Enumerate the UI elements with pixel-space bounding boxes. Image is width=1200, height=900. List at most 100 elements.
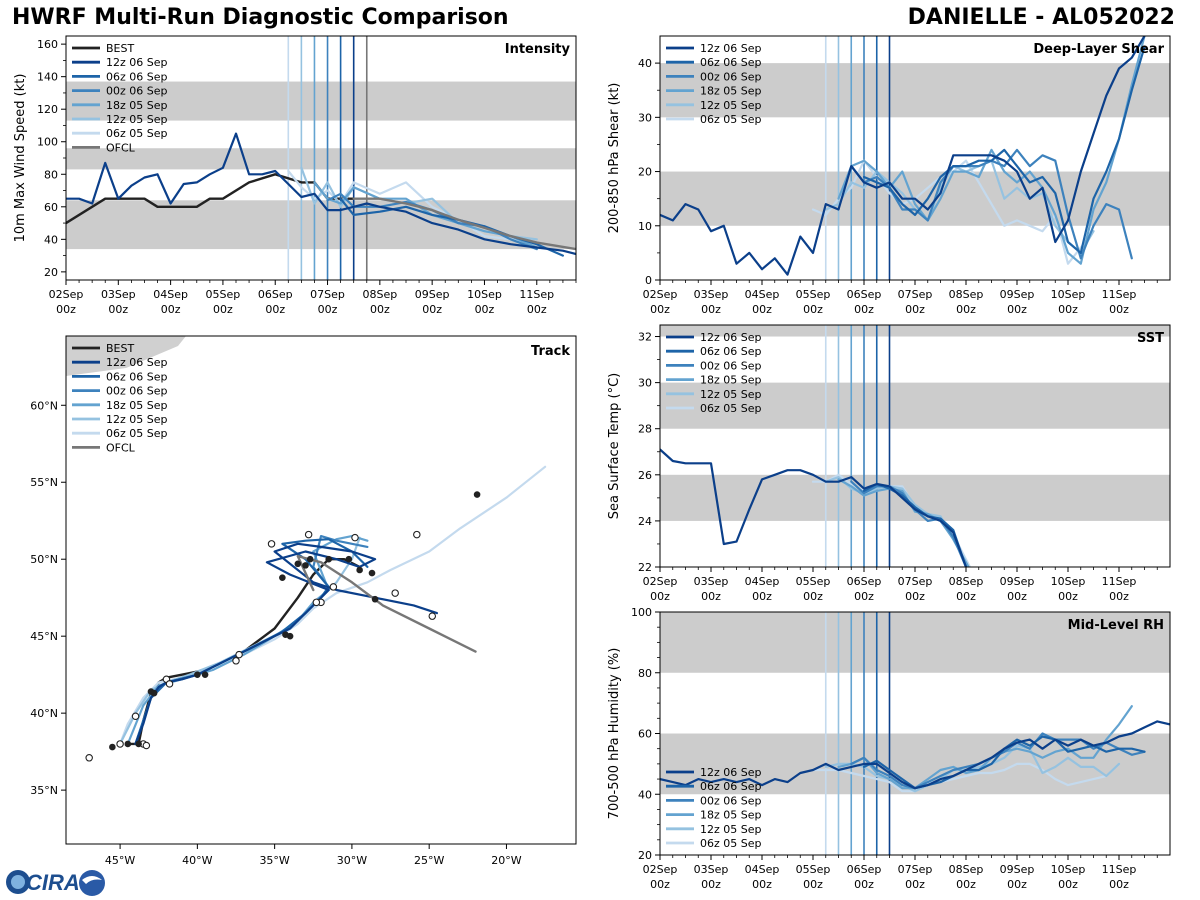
legend-label: OFCL [106,441,136,454]
x-tick-hour-label: 00z [854,878,874,891]
x-tick-hour-label: 00z [108,303,128,316]
panel-plot-area [660,36,1170,280]
x-tick-hour-label: 00z [701,590,721,603]
track-filled-marker [356,566,363,574]
track-open-marker [85,754,93,762]
y-tick-label: 80 [44,168,58,181]
x-tick-hour-label: 00z [956,590,976,603]
x-tick-day-label: 02Sep [49,288,84,301]
panel-plot-area [660,325,1170,567]
x-tick-day-label: 02Sep [643,288,678,301]
x-tick-day-label: 04Sep [745,288,780,301]
track-filled-marker [473,491,481,498]
x-tick-hour-label: 00z [701,878,721,891]
run-series-line [287,169,538,244]
x-tick-hour-label: 00z [803,303,823,316]
y-tick-label: 60 [44,201,58,214]
y-tick-label: 60 [638,728,652,741]
track-open-marker [312,598,321,607]
run-track-line [118,465,547,746]
x-tick-hour-label: 00z [527,303,547,316]
x-tick-day-label: 08Sep [949,288,984,301]
legend-label: 18z 05 Sep [700,809,762,822]
run-series-line [660,720,1170,790]
x-tick-day-label: 07Sep [898,575,933,588]
threshold-band [66,148,576,170]
track-filled-marker [109,743,116,751]
x-tick-hour-label: 00z [1058,878,1078,891]
legend-label: 00z 06 Sep [106,385,168,398]
legend-label: 12z 05 Sep [700,388,762,401]
logo-globe-right-icon [79,870,105,896]
track-open-marker [267,540,276,548]
y-tick-label: 0 [645,274,652,287]
x-tick-day-label: 03Sep [694,863,729,876]
x-tick-day-label: 11Sep [519,288,554,301]
x-tick-day-label: 06Sep [847,288,882,301]
logo-globe-inner [11,875,25,889]
x-tick-day-label: 08Sep [949,575,984,588]
x-tick-hour-label: 00z [905,878,925,891]
x-tick-day-label: 09Sep [1000,863,1035,876]
x-tick-hour-label: 00z [265,303,285,316]
legend-label: OFCL [106,141,136,154]
x-tick-day-label: 07Sep [310,288,345,301]
y-tick-label: 24 [638,515,652,528]
x-tick-day-label: 09Sep [1000,575,1035,588]
track-filled-marker [371,595,379,603]
ofcl-forecast-line [352,197,576,251]
y-tick-label: 120 [37,103,58,116]
x-tick-hour-label: 00z [1058,590,1078,603]
panel-rh: 20 40 60 80 100 02Sep 00z 03Sep 00z 04Sep 00z 05Sep… [607,606,1171,891]
legend-label: 06z 05 Sep [700,837,762,850]
threshold-band [660,382,1170,429]
track-open-marker [131,712,140,720]
y-tick-label: 60°N [30,399,58,412]
x-tick-hour-label: 00z [650,878,670,891]
y-tick-label: 35°N [30,784,58,797]
y-tick-label: 40°N [30,707,58,720]
x-tick-hour-label: 00z [56,303,76,316]
x-tick-label: 30°W [337,854,367,867]
run-series-line [66,132,576,256]
y-tick-label: 20 [638,849,652,862]
best-track-line [66,173,355,225]
legend-label: 18z 05 Sep [106,399,168,412]
x-tick-hour-label: 00z [370,303,390,316]
threshold-band [660,612,1170,673]
track-open-marker [142,741,151,750]
x-tick-day-label: 06Sep [847,575,882,588]
track-filled-marker [124,740,132,748]
panel-track: 35°N 40°N 45°N 50°N 55°N 60°N 45°W 40°W 35°W 30°W… [30,335,577,867]
x-tick-hour-label: 00z [803,590,823,603]
x-tick-hour-label: 00z [956,303,976,316]
legend-label: 00z 06 Sep [700,70,762,83]
y-axis-label: 700-500 hPa Humidity (%) [607,648,622,820]
panel-title: Intensity [505,42,571,57]
x-tick-day-label: 07Sep [898,288,933,301]
x-tick-hour-label: 00z [650,303,670,316]
x-tick-hour-label: 00z [1007,303,1027,316]
run-series-line [313,181,538,249]
logo-swirl [82,876,102,884]
panel-frame [65,335,577,845]
y-tick-label: 30 [638,111,652,124]
track-open-marker [428,612,437,620]
legend-label: 12z 06 Sep [106,56,168,69]
x-tick-day-label: 08Sep [362,288,397,301]
x-tick-day-label: 08Sep [949,863,984,876]
x-tick-day-label: 03Sep [694,288,729,301]
x-tick-hour-label: 00z [752,303,772,316]
panel-shear: 0 10 20 30 40 02Sep 00z 03Sep 00z 04Sep 00z 05Sep 00… [607,35,1171,316]
x-tick-hour-label: 00z [1109,303,1129,316]
x-tick-hour-label: 00z [956,878,976,891]
run-series-line [837,705,1133,790]
x-tick-hour-label: 00z [1007,878,1027,891]
x-tick-hour-label: 00z [1007,590,1027,603]
x-tick-day-label: 07Sep [898,863,933,876]
x-tick-day-label: 10Sep [1051,575,1086,588]
run-track-line [134,542,438,746]
x-tick-hour-label: 00z [161,303,181,316]
x-tick-day-label: 04Sep [153,288,188,301]
track-filled-marker [302,562,309,569]
